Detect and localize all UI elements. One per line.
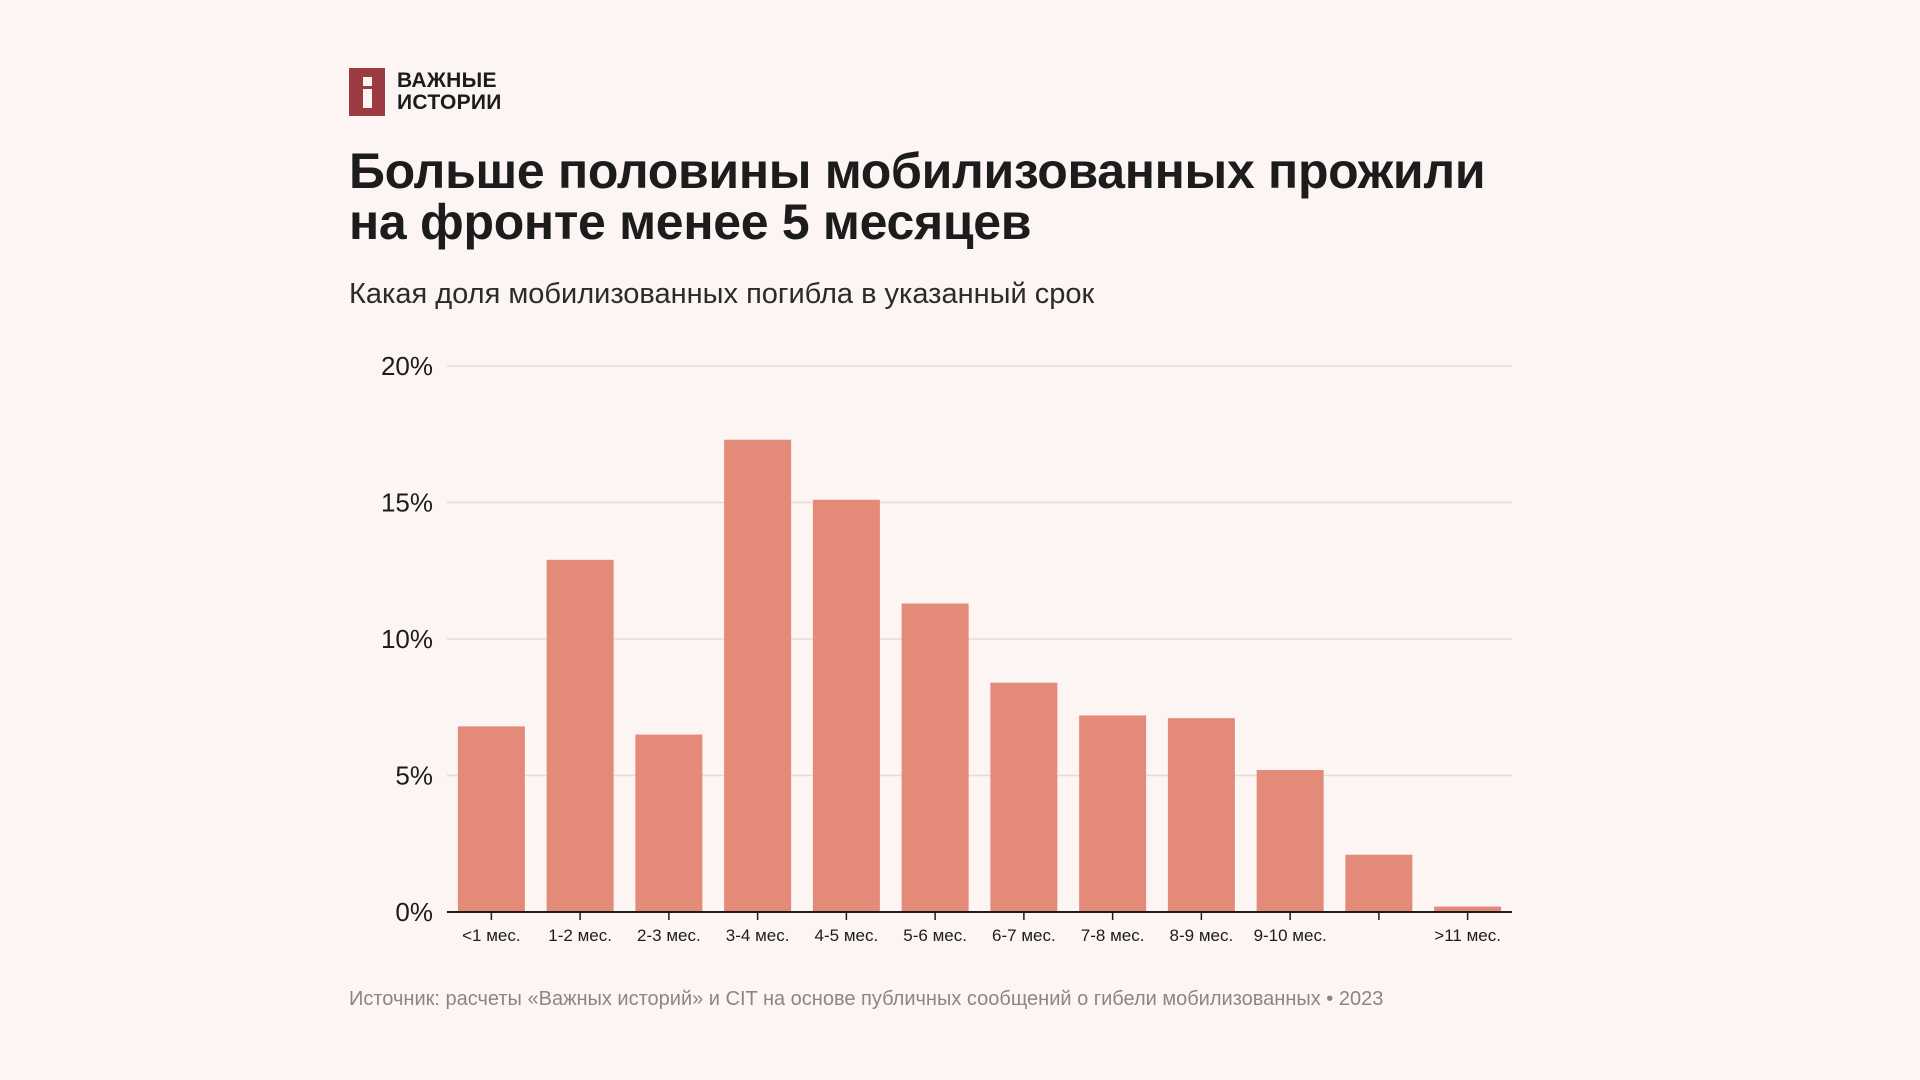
bar xyxy=(546,559,614,912)
bar xyxy=(901,603,969,912)
x-tick-label: 1-2 мес. xyxy=(548,926,612,945)
x-tick-label: 4-5 мес. xyxy=(815,926,879,945)
y-tick-label: 15% xyxy=(381,488,433,518)
info-icon xyxy=(349,68,385,116)
brand-name-line2: ИСТОРИИ xyxy=(397,91,502,114)
chart-title-line1: Больше половины мобилизованных прожили xyxy=(349,143,1486,199)
brand-logo: ВАЖНЫЕ ИСТОРИИ xyxy=(349,68,502,116)
x-tick-label: 5-6 мес. xyxy=(903,926,967,945)
source-note: Источник: расчеты «Важных историй» и CIT… xyxy=(349,988,1384,1010)
x-tick-label: 6-7 мес. xyxy=(992,926,1056,945)
chart-subtitle: Какая доля мобилизованных погибла в указ… xyxy=(349,278,1095,310)
y-tick-label: 0% xyxy=(395,897,433,927)
y-tick-label: 5% xyxy=(395,761,433,791)
chart-title-line2: на фронте менее 5 месяцев xyxy=(349,194,1032,250)
bar xyxy=(724,439,792,912)
bar xyxy=(1345,854,1413,912)
x-tick-label: 3-4 мес. xyxy=(726,926,790,945)
y-tick-label: 10% xyxy=(381,624,433,654)
x-tick-label: >11 мес. xyxy=(1434,926,1501,945)
bar xyxy=(635,734,703,912)
bar xyxy=(1256,770,1324,912)
bar xyxy=(990,682,1058,912)
x-tick-label: 8-9 мес. xyxy=(1170,926,1234,945)
x-tick-label: 9-10 мес. xyxy=(1254,926,1327,945)
x-tick-label: 2-3 мес. xyxy=(637,926,701,945)
bar xyxy=(812,499,880,912)
bar xyxy=(1434,906,1502,912)
brand-name-line1: ВАЖНЫЕ xyxy=(397,69,497,92)
y-tick-label: 20% xyxy=(381,351,433,381)
bar xyxy=(457,726,525,912)
bar xyxy=(1079,715,1147,912)
x-tick-label: <1 мес. xyxy=(462,926,520,945)
brand-name: ВАЖНЫЕ ИСТОРИИ xyxy=(397,70,502,114)
chart-title: Больше половины мобилизованных прожили н… xyxy=(349,146,1649,248)
x-tick-label: 7-8 мес. xyxy=(1081,926,1145,945)
bar xyxy=(1167,718,1235,912)
